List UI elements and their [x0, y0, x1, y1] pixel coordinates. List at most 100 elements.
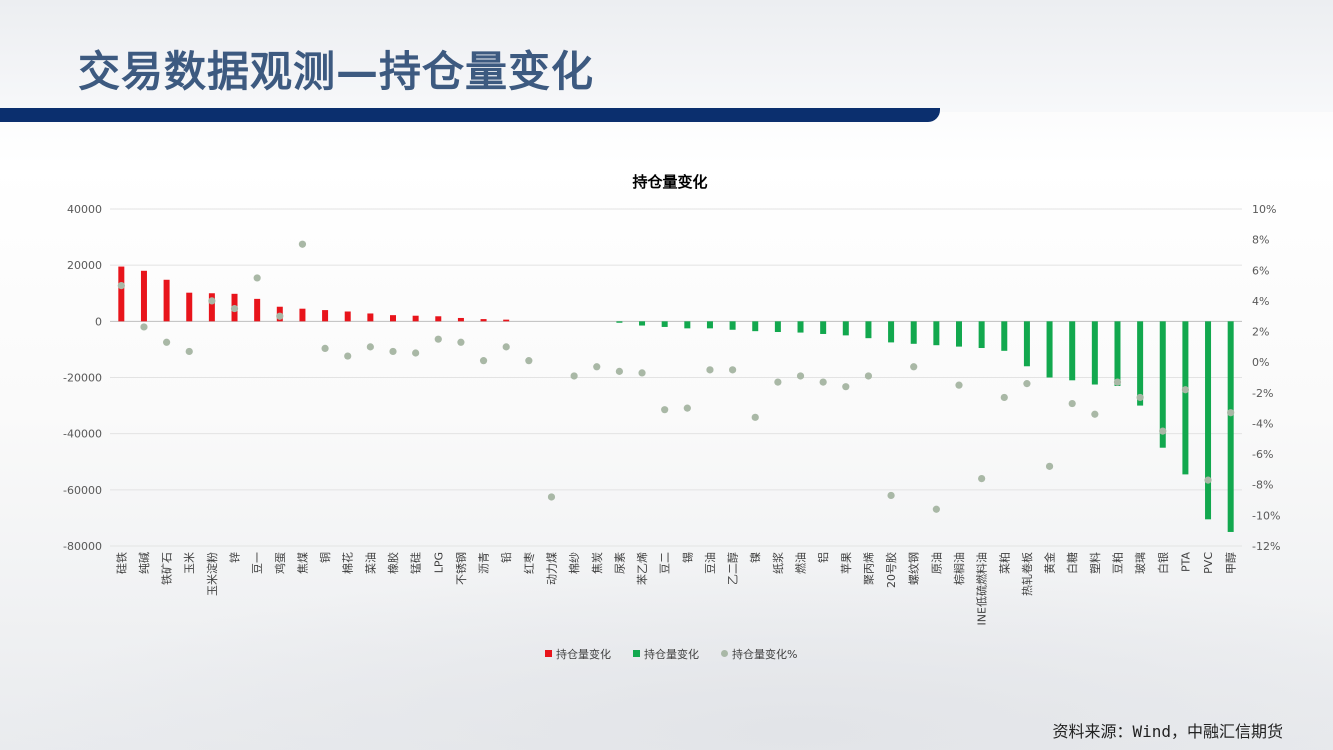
category-label: 焦炭	[591, 552, 604, 574]
bar	[639, 321, 646, 326]
bar	[842, 321, 849, 336]
percent-marker	[253, 274, 261, 282]
percent-marker	[615, 367, 624, 375]
right-axis-tick-label: -10%	[1252, 509, 1280, 522]
bar	[1159, 321, 1166, 448]
bar	[1069, 321, 1076, 381]
bar	[1205, 321, 1212, 520]
category-label: 不锈钢	[455, 552, 468, 585]
category-label: 锡	[680, 552, 694, 563]
percent-marker	[502, 343, 510, 351]
bar	[208, 293, 215, 322]
bar	[1091, 321, 1098, 385]
category-label: 棕榈油	[952, 552, 966, 585]
percent-marker	[683, 404, 691, 412]
category-label: 20号胶	[884, 552, 898, 588]
bar	[1114, 321, 1121, 386]
chart-title: 持仓量变化	[632, 173, 707, 191]
percent-marker	[434, 335, 442, 343]
bar	[1023, 321, 1030, 367]
percent-marker	[344, 352, 352, 360]
category-label: 玉米	[183, 552, 196, 574]
bar	[367, 313, 374, 322]
percent-marker	[593, 363, 601, 371]
bar	[254, 298, 261, 322]
bar	[186, 292, 193, 322]
percent-marker	[140, 323, 148, 331]
bar	[1182, 321, 1189, 475]
category-label: 锰硅	[409, 552, 423, 574]
bar	[684, 321, 691, 329]
category-label: 硅铁	[115, 552, 128, 574]
right-axis-tick-label: -8%	[1252, 479, 1273, 492]
percent-marker	[1227, 409, 1235, 417]
bar	[706, 321, 713, 329]
right-axis-tick-label: -12%	[1252, 540, 1280, 553]
category-label: 铜	[318, 552, 332, 563]
percent-marker	[1204, 476, 1212, 484]
category-label: 玉米淀粉	[205, 552, 219, 596]
category-label: 热轧卷板	[1020, 552, 1034, 596]
category-label: 苯乙烯	[635, 552, 649, 585]
category-label: 棉花	[341, 552, 355, 574]
percent-marker	[910, 363, 918, 371]
percent-marker	[298, 240, 307, 248]
percent-marker	[1181, 386, 1189, 394]
category-label: 红枣	[523, 552, 536, 574]
header-band	[0, 0, 1333, 112]
percent-marker	[661, 406, 669, 414]
percent-marker	[932, 505, 940, 513]
category-label: 白银	[1156, 552, 1170, 574]
percent-marker	[1159, 427, 1167, 435]
legend-swatch	[545, 650, 552, 657]
percent-marker	[457, 338, 465, 346]
left-axis-tick-label: 20000	[67, 259, 102, 272]
category-label: 铝	[816, 552, 830, 563]
legend-swatch	[633, 650, 640, 657]
right-axis-tick-label: 4%	[1252, 295, 1269, 308]
left-axis-tick-label: -40000	[63, 428, 102, 441]
right-axis-tick-label: 0%	[1252, 356, 1269, 369]
right-axis-tick-label: 10%	[1252, 203, 1276, 216]
category-label: 黄金	[1043, 552, 1057, 574]
percent-marker	[230, 304, 239, 313]
category-labels: 硅铁 纯碱 铁矿石 玉米 玉米淀粉锌豆一 鸡蛋 焦煤铜棉花 菜油 橡胶 锰硅 LPG 不锈钢 沥青铅红枣…	[115, 552, 1237, 626]
category-label: 铅	[499, 552, 513, 563]
percent-marker	[887, 491, 895, 500]
bar	[820, 321, 827, 334]
right-axis-tick-label: -6%	[1252, 448, 1273, 461]
category-label: INE低硫燃料油	[975, 552, 989, 625]
category-label: 鸡蛋	[273, 552, 287, 574]
bar	[322, 310, 329, 322]
percent-marker	[955, 381, 963, 389]
percent-marker	[751, 413, 759, 421]
bar	[140, 270, 147, 322]
bar	[797, 321, 804, 333]
category-label: 白糖	[1065, 552, 1079, 574]
category-label: 豆粕	[1110, 552, 1124, 574]
bar	[344, 311, 351, 322]
category-label: 镍	[748, 552, 762, 563]
bar	[503, 319, 510, 322]
data-source-note: 资料来源：Wind，中融汇信期货	[1052, 722, 1283, 741]
left-axis-ticks: 40000 20000 0 -20000 -40000 -60000 -80000	[63, 203, 102, 553]
bar	[865, 321, 872, 339]
category-label: 豆二	[659, 552, 672, 574]
percent-marker	[1136, 393, 1144, 402]
bar	[956, 321, 962, 347]
percent-marker	[479, 357, 488, 365]
left-axis-tick-label: -80000	[63, 540, 102, 553]
percent-marker	[819, 378, 827, 386]
category-label: 乙二醇	[726, 552, 740, 585]
left-axis-tick-label: 40000	[67, 203, 102, 216]
category-label: 燃油	[794, 552, 808, 574]
bars	[118, 266, 1234, 532]
percent-marker	[706, 366, 714, 374]
bar	[1137, 321, 1144, 406]
category-label: 沥青	[478, 552, 491, 574]
category-label: 甲醇	[1224, 552, 1238, 574]
category-label: 纸浆	[771, 552, 785, 574]
bar	[1227, 321, 1234, 532]
category-label: 锌	[228, 552, 242, 563]
percent-marker	[842, 383, 850, 391]
